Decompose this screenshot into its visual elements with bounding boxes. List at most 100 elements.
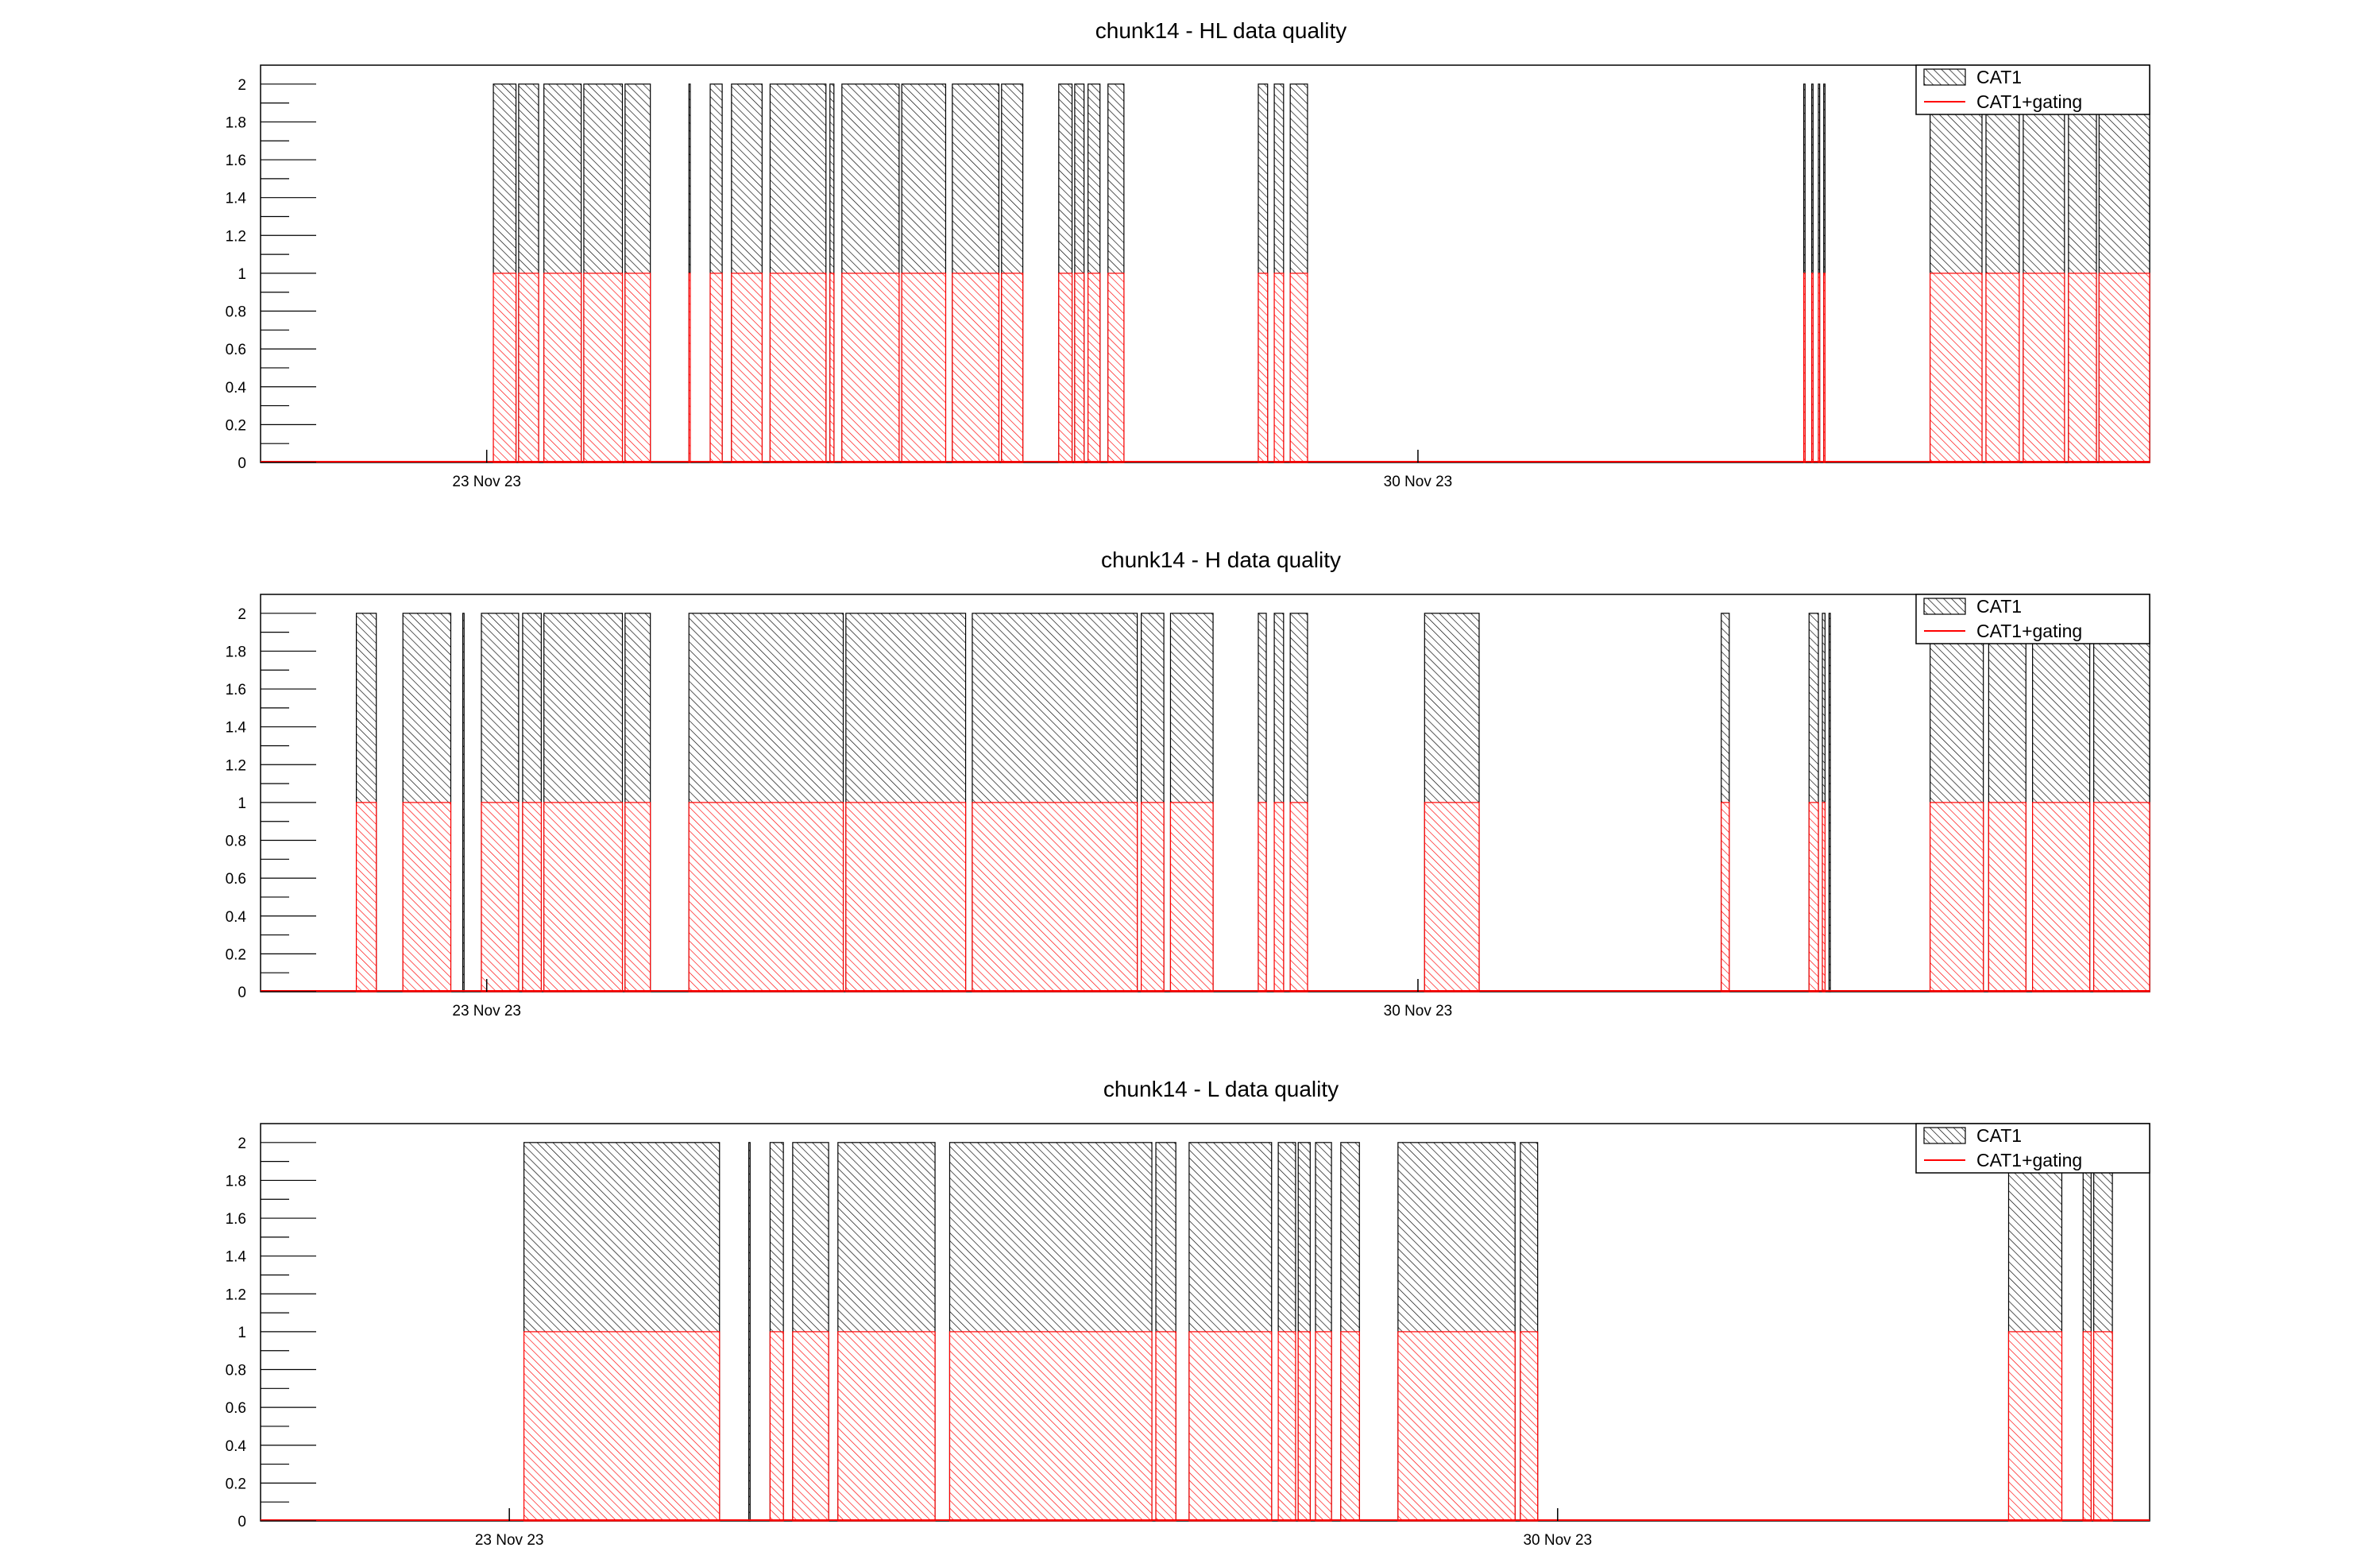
legend-label-cat1: CAT1 [1976,67,2022,87]
gating-bar [1258,273,1269,463]
gating-bar [1188,1331,1273,1522]
y-tick-label: 0.8 [226,834,246,850]
gating-bar [792,1331,829,1522]
gating-bar [1808,802,1819,992]
gating-bar [769,273,827,463]
legend-swatch-cat1 [1923,1127,1966,1144]
gating-bar [688,273,691,463]
legend-label-gating: CAT1+gating [1976,621,2082,641]
series-cat1-gating [523,1331,2113,1522]
y-tick-label: 0.2 [226,1476,246,1492]
legend-swatch-cat1 [1923,68,1966,86]
gating-bar [1169,802,1214,992]
gating-bar [901,273,947,463]
gating-bar [522,802,542,992]
gating-bar [1289,273,1308,463]
gating-bar [1074,273,1085,463]
gating-bar [1289,802,1308,992]
legend-label-cat1: CAT1 [1976,596,2022,617]
series-cat1-gating [493,273,2150,463]
gating-bar [1930,802,1984,992]
gating-bar [1001,273,1024,463]
gating-bar [1822,802,1826,992]
gating-bar [731,273,763,463]
chart-title: chunk14 - H data quality [1101,547,1341,572]
gating-bar [1088,273,1101,463]
gating-bar [2023,273,2065,463]
cat1-bar [462,613,465,992]
gating-bar [1823,273,1826,463]
gating-bar [1155,1331,1176,1522]
gating-bar [355,802,377,992]
y-tick-label: 1.4 [226,720,247,737]
gating-bar [952,273,1000,463]
y-tick-label: 1.8 [226,114,246,131]
y-tick-label: 1.6 [226,1211,246,1228]
y-tick-label: 0.6 [226,1400,246,1417]
gating-bar [1721,802,1730,992]
gating-bar [841,273,900,463]
gating-bar [1258,802,1267,992]
chart-panel-2: chunk14 - L data quality 0 0.2 0.4 0.6 0.8 1 1.… [226,1077,2150,1549]
gating-bar [543,273,582,463]
gating-bar [624,273,651,463]
gating-bar [624,802,651,992]
gating-bar [523,1331,721,1522]
y-tick-label: 0.2 [226,946,246,963]
gating-bar [829,273,835,463]
legend-label-gating: CAT1+gating [1976,1150,2082,1170]
x-tick-label: 23 Nov 23 [452,474,521,490]
y-tick-label: 1 [238,795,246,812]
gating-bar [402,802,452,992]
gating-bar [493,273,517,463]
y-tick-label: 1.8 [226,1173,246,1190]
chart-panel-1: chunk14 - H data quality 0 0.2 0.4 0.6 0.8 1 1.… [226,547,2150,1020]
gating-bar [1988,802,2026,992]
gating-bar [518,273,539,463]
y-tick-label: 0 [238,985,246,1001]
y-tick-label: 2 [238,1136,246,1152]
y-tick-label: 1.4 [226,191,247,207]
y-tick-label: 0.8 [226,1363,246,1379]
gating-bar [583,273,624,463]
gating-bar [769,1331,784,1522]
gating-bar [1273,273,1285,463]
gating-bar [543,802,624,992]
y-tick-label: 2 [238,77,246,94]
y-tick-label: 2 [238,606,246,623]
gating-bar [2068,273,2097,463]
legend-swatch-cat1 [1923,598,1966,615]
y-tick-label: 1 [238,1325,246,1341]
x-tick-label: 30 Nov 23 [1384,474,1453,490]
legend: CAT1 CAT1+gating [1915,594,2150,644]
gating-bar [1273,802,1285,992]
gating-bar [1424,802,1480,992]
gating-bar [688,802,844,992]
gating-bar [2098,273,2150,463]
gating-bar [1397,1331,1516,1522]
cat1-bar [748,1142,751,1522]
gating-bar [972,802,1138,992]
y-tick-label: 1 [238,266,246,283]
y-tick-label: 1.8 [226,644,246,660]
x-tick-label: 30 Nov 23 [1523,1532,1592,1549]
gating-bar [1930,273,1983,463]
gating-bar [1107,273,1125,463]
x-tick-label: 23 Nov 23 [452,1003,521,1020]
legend-label-cat1: CAT1 [1976,1125,2022,1146]
x-tick-label: 30 Nov 23 [1384,1003,1453,1020]
gating-bar [709,273,723,463]
y-tick-label: 1.6 [226,682,246,698]
y-tick-label: 1.4 [226,1249,247,1266]
gating-bar [1141,802,1165,992]
gating-bar [2032,802,2091,992]
x-tick-label: 23 Nov 23 [475,1532,544,1549]
cat1-bar [1828,613,1831,992]
gating-bar [1985,273,2020,463]
gating-bar [1058,273,1073,463]
y-tick-label: 0.4 [226,909,247,926]
y-tick-label: 0 [238,455,246,472]
chart-title: chunk14 - L data quality [1103,1077,1339,1101]
chart-panel-0: chunk14 - HL data quality 0 0.2 0.4 0.6 0.8 1 1… [226,18,2150,490]
